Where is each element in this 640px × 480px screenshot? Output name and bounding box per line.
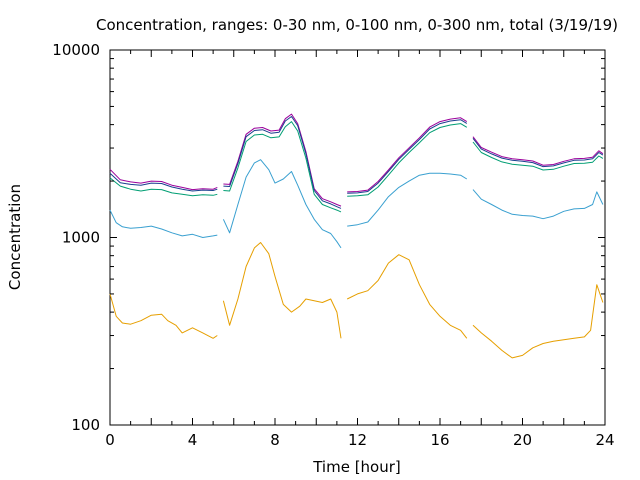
series-5-line bbox=[222, 242, 342, 339]
series-5-line bbox=[472, 284, 604, 359]
series-3-line bbox=[109, 177, 218, 197]
y-tick-label: 1000 bbox=[62, 229, 100, 247]
ticks-layer: 0 4 8 12 16 20 24 100 1000 10000 bbox=[52, 41, 614, 449]
x-axis-label: Time [hour] bbox=[312, 458, 401, 476]
series-1-line bbox=[109, 168, 218, 191]
series-layer bbox=[109, 113, 604, 359]
series-4-line bbox=[472, 189, 604, 220]
series-3-line bbox=[223, 121, 342, 213]
x-tick-label: 8 bbox=[270, 431, 280, 449]
series-2-line bbox=[472, 137, 604, 168]
series-5-line bbox=[346, 254, 468, 339]
series-2-line bbox=[347, 119, 468, 194]
chart-title: Concentration, ranges: 0-30 nm, 0-100 nm… bbox=[96, 16, 618, 34]
series-2-line bbox=[109, 172, 218, 192]
series-5-line bbox=[109, 293, 218, 339]
y-tick-label: 100 bbox=[71, 416, 100, 434]
series-3-line bbox=[347, 123, 468, 197]
series-3-line bbox=[472, 141, 604, 171]
y-axis-label: Concentration bbox=[6, 184, 24, 290]
series-1-line bbox=[223, 113, 342, 207]
series-1-line bbox=[472, 136, 604, 166]
x-tick-label: 4 bbox=[188, 431, 198, 449]
series-4-line bbox=[222, 159, 342, 249]
y-tick-label: 10000 bbox=[52, 41, 100, 59]
series-1-line bbox=[347, 117, 468, 193]
x-tick-label: 24 bbox=[595, 431, 614, 449]
x-tick-label: 20 bbox=[513, 431, 532, 449]
x-tick-label: 12 bbox=[348, 431, 367, 449]
series-4-line bbox=[109, 209, 218, 238]
series-2-line bbox=[223, 116, 342, 209]
x-tick-label: 0 bbox=[105, 431, 115, 449]
x-tick-label: 16 bbox=[430, 431, 449, 449]
series-4-line bbox=[347, 172, 468, 227]
